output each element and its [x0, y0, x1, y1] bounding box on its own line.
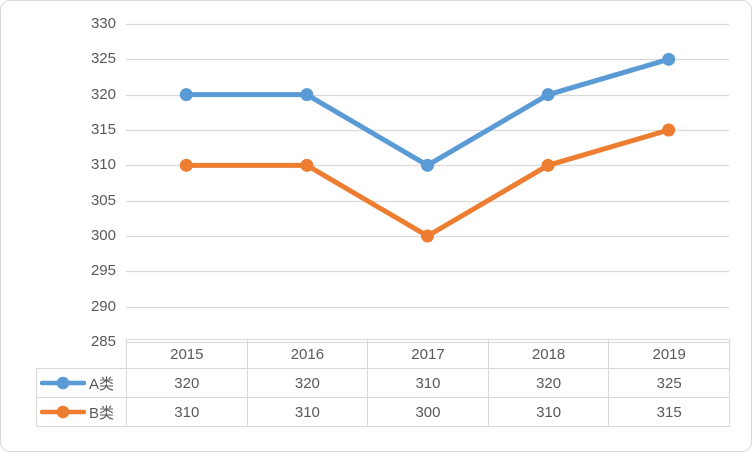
series-name-label: A类: [89, 375, 115, 393]
value-cell: 300: [367, 397, 489, 427]
y-axis-tick-label: 315: [90, 121, 116, 138]
value-cell: 310: [367, 368, 489, 398]
y-axis-tick-label: 290: [90, 297, 116, 315]
y-axis-tick-label: 325: [90, 50, 116, 68]
y-axis-tick-label: 310: [90, 156, 116, 174]
y-axis-tick-label: 320: [90, 85, 116, 103]
data-point-marker: [421, 229, 434, 243]
data-point-marker: [300, 158, 314, 172]
legend-line-marker-icon: [40, 376, 86, 390]
series-name-label: B类: [89, 404, 115, 422]
value-cell: 320: [126, 368, 248, 398]
data-point-marker: [179, 158, 193, 172]
chart-data-table: 2015 2016 2017 2018 2019 A类 320 320 310 320 325 B类 3…: [36, 339, 730, 427]
table-header-row: 2015 2016 2017 2018 2019: [37, 339, 730, 369]
table-corner-cell: [37, 340, 127, 369]
legend-cell: A类: [36, 368, 127, 398]
value-cell: 315: [608, 397, 730, 427]
value-cell: 310: [487, 397, 610, 427]
y-axis-tick-label: 305: [90, 191, 116, 209]
data-point-marker: [662, 52, 676, 66]
y-axis-tick-label: 300: [90, 227, 116, 244]
x-category-header: 2019: [608, 339, 730, 369]
legend-line-marker-icon: [40, 405, 86, 419]
data-point-marker: [541, 88, 555, 102]
x-category-header: 2018: [487, 339, 610, 369]
data-point-marker: [541, 158, 555, 172]
y-axis-tick-label: 330: [90, 15, 116, 32]
x-category-header: 2016: [246, 339, 369, 369]
data-point-marker: [662, 123, 676, 137]
table-row: A类 320 320 310 320 325: [36, 368, 730, 398]
data-point-marker: [421, 158, 434, 172]
value-cell: 310: [246, 397, 369, 427]
value-cell: 320: [487, 368, 610, 398]
value-cell: 320: [246, 368, 369, 398]
y-axis-tick-label: 295: [90, 262, 116, 280]
value-cell: 325: [608, 368, 730, 398]
data-point-marker: [179, 88, 193, 102]
x-category-header: 2017: [367, 339, 489, 369]
x-category-header: 2015: [126, 339, 248, 369]
series-line-b: [183, 127, 672, 239]
table-row: B类 310 310 300 310 315: [36, 397, 730, 427]
y-axis-tick-label: 285: [90, 333, 116, 350]
legend-cell: B类: [36, 397, 127, 427]
data-point-marker: [300, 88, 314, 102]
value-cell: 310: [126, 397, 248, 427]
